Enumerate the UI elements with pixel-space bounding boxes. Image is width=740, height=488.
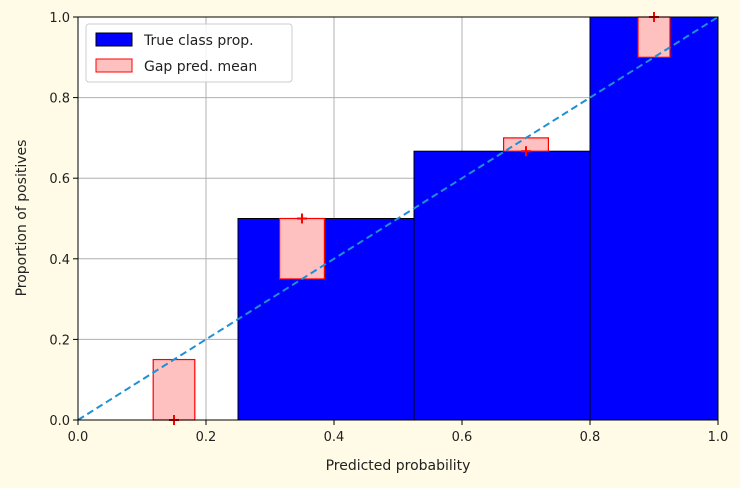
y-tick-label: 0.8 [49,92,70,107]
y-tick-label: 0.6 [49,172,70,187]
diagonal-reference-line [77,16,719,421]
histogram-bar [589,16,719,421]
x-tick-label: 0.8 [580,430,601,445]
legend: True class prop. Gap pred. mean [85,23,293,83]
legend-label-true-class: True class prop. [143,33,254,49]
y-axis: 0.0 0.2 0.4 0.6 0.8 1.0 [49,11,78,429]
legend-box [85,23,293,83]
x-axis: 0.0 0.2 0.4 0.6 0.8 1.0 [68,420,729,445]
x-tick-label: 0.4 [324,430,345,445]
x-tick-label: 0.2 [196,430,217,445]
y-tick-label: 1.0 [49,11,70,26]
x-tick-label: 0.0 [68,430,89,445]
y-tick-label: 0.4 [49,253,70,268]
legend-swatch-true-class [95,32,133,47]
gap-bars [152,16,671,421]
gap-bar [279,217,326,280]
x-tick-label: 1.0 [708,430,729,445]
legend-swatch-gap-pred [95,58,133,73]
plot-frame [77,16,719,421]
histogram-bar [413,150,591,421]
y-tick-label: 0.0 [49,414,70,429]
y-tick-label: 0.2 [49,333,70,348]
gap-bar [152,358,196,421]
histogram-bars [237,16,719,421]
x-axis-label: Predicted probability [326,458,471,474]
x-tick-label: 0.6 [452,430,473,445]
y-axis-label: Proportion of positives [14,140,30,297]
histogram-bar [237,218,415,421]
legend-label-gap-pred: Gap pred. mean [144,59,257,75]
